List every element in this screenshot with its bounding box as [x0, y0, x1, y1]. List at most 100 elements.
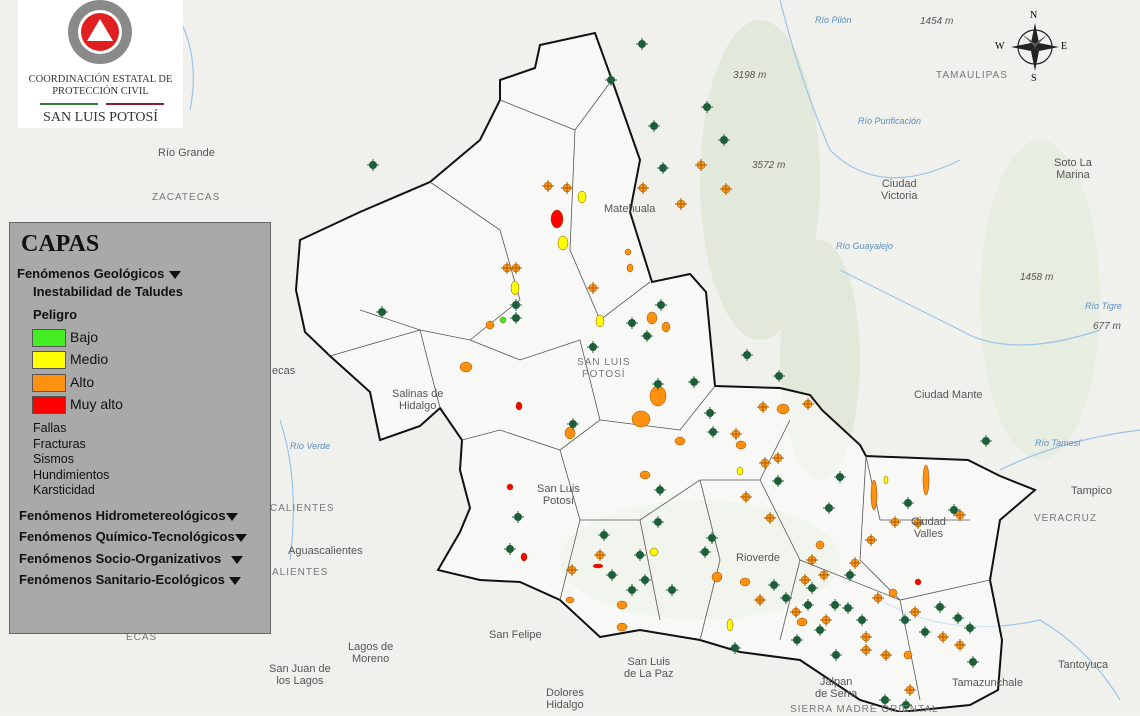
- event-cross-marker[interactable]: [806, 554, 818, 566]
- event-point-marker[interactable]: [980, 435, 992, 447]
- event-cross-marker[interactable]: [802, 398, 814, 410]
- event-cross-marker[interactable]: [865, 534, 877, 546]
- chevron-down-icon[interactable]: [228, 576, 241, 585]
- event-cross-marker[interactable]: [849, 557, 861, 569]
- subgroup-taludes[interactable]: Inestabilidad de Taludes: [33, 284, 184, 299]
- hazard-zone-alto[interactable]: [631, 410, 651, 428]
- event-point-marker[interactable]: [626, 317, 638, 329]
- event-point-marker[interactable]: [652, 378, 664, 390]
- layer-karsticidad[interactable]: Karsticidad: [33, 483, 95, 497]
- event-point-marker[interactable]: [964, 622, 976, 634]
- event-point-marker[interactable]: [830, 649, 842, 661]
- hazard-zone-muy-alto[interactable]: [550, 209, 564, 229]
- event-point-marker[interactable]: [699, 546, 711, 558]
- event-point-marker[interactable]: [626, 584, 638, 596]
- group-socio-organizativos[interactable]: Fenómenos Socio-Organizativos: [19, 551, 244, 566]
- event-point-marker[interactable]: [829, 599, 841, 611]
- event-cross-marker[interactable]: [772, 452, 784, 464]
- event-cross-marker[interactable]: [764, 512, 776, 524]
- hazard-zone-muy-alto[interactable]: [515, 401, 523, 411]
- event-cross-marker[interactable]: [889, 516, 901, 528]
- hazard-zone-medio[interactable]: [883, 475, 889, 485]
- event-point-marker[interactable]: [844, 569, 856, 581]
- group-hidrometereologicos[interactable]: Fenómenos Hidrometereológicos: [19, 508, 238, 523]
- hazard-zone-muy-alto[interactable]: [592, 563, 604, 569]
- event-cross-marker[interactable]: [820, 614, 832, 626]
- hazard-zone-medio[interactable]: [726, 618, 734, 632]
- hazard-zone-alto[interactable]: [616, 600, 628, 610]
- hazard-zone-alto[interactable]: [639, 470, 651, 480]
- event-point-marker[interactable]: [704, 407, 716, 419]
- event-cross-marker[interactable]: [510, 262, 522, 274]
- hazard-zone-medio[interactable]: [595, 314, 605, 328]
- event-point-marker[interactable]: [587, 341, 599, 353]
- event-cross-marker[interactable]: [759, 457, 771, 469]
- event-cross-marker[interactable]: [880, 649, 892, 661]
- event-point-marker[interactable]: [504, 543, 516, 555]
- event-cross-marker[interactable]: [754, 594, 766, 606]
- hazard-zone-medio[interactable]: [736, 466, 744, 476]
- hazard-zone-muy-alto[interactable]: [520, 552, 528, 562]
- event-cross-marker[interactable]: [790, 606, 802, 618]
- event-point-marker[interactable]: [900, 699, 912, 711]
- event-point-marker[interactable]: [768, 579, 780, 591]
- event-point-marker[interactable]: [780, 592, 792, 604]
- event-cross-marker[interactable]: [904, 684, 916, 696]
- event-cross-marker[interactable]: [587, 282, 599, 294]
- event-point-marker[interactable]: [376, 306, 388, 318]
- event-point-marker[interactable]: [636, 38, 648, 50]
- event-cross-marker[interactable]: [542, 180, 554, 192]
- chevron-down-icon[interactable]: [231, 555, 244, 564]
- event-point-marker[interactable]: [934, 601, 946, 613]
- event-cross-marker[interactable]: [909, 606, 921, 618]
- hazard-zone-muy-alto[interactable]: [506, 483, 514, 491]
- event-point-marker[interactable]: [605, 74, 617, 86]
- hazard-zone-alto[interactable]: [674, 436, 686, 446]
- event-point-marker[interactable]: [688, 376, 700, 388]
- event-cross-marker[interactable]: [561, 182, 573, 194]
- hazard-zone-alto[interactable]: [815, 540, 825, 550]
- event-cross-marker[interactable]: [695, 159, 707, 171]
- group-sanitario-ecologicos[interactable]: Fenómenos Sanitario-Ecológicos: [19, 572, 241, 587]
- event-cross-marker[interactable]: [818, 569, 830, 581]
- hazard-zone-alto[interactable]: [565, 596, 575, 604]
- hazard-zone-alto[interactable]: [711, 571, 723, 583]
- event-point-marker[interactable]: [707, 426, 719, 438]
- event-point-marker[interactable]: [567, 418, 579, 430]
- hazard-zone-muy-alto[interactable]: [914, 578, 922, 586]
- hazard-zone-medio[interactable]: [649, 547, 659, 557]
- event-cross-marker[interactable]: [860, 631, 872, 643]
- hazard-zone-medio[interactable]: [577, 190, 587, 204]
- event-point-marker[interactable]: [510, 312, 522, 324]
- event-point-marker[interactable]: [952, 612, 964, 624]
- event-point-marker[interactable]: [802, 599, 814, 611]
- event-point-marker[interactable]: [701, 101, 713, 113]
- event-point-marker[interactable]: [510, 299, 522, 311]
- hazard-zone-alto[interactable]: [624, 248, 632, 256]
- hazard-zone-bajo[interactable]: [499, 316, 507, 324]
- chevron-down-icon[interactable]: [234, 533, 247, 542]
- event-cross-marker[interactable]: [954, 509, 966, 521]
- event-point-marker[interactable]: [666, 584, 678, 596]
- group-geologicos[interactable]: Fenómenos Geológicos: [17, 266, 182, 281]
- event-point-marker[interactable]: [919, 626, 931, 638]
- chevron-down-icon[interactable]: [169, 270, 182, 279]
- hazard-zone-alto[interactable]: [661, 321, 671, 333]
- hazard-zone-alto[interactable]: [616, 622, 628, 632]
- hazard-zone-alto[interactable]: [776, 403, 790, 415]
- hazard-zone-alto[interactable]: [646, 311, 658, 325]
- event-cross-marker[interactable]: [872, 592, 884, 604]
- event-point-marker[interactable]: [657, 162, 669, 174]
- hazard-zone-alto[interactable]: [485, 320, 495, 330]
- event-point-marker[interactable]: [806, 582, 818, 594]
- event-cross-marker[interactable]: [860, 644, 872, 656]
- event-point-marker[interactable]: [834, 471, 846, 483]
- hazard-zone-alto[interactable]: [796, 617, 808, 627]
- event-point-marker[interactable]: [367, 159, 379, 171]
- event-point-marker[interactable]: [718, 134, 730, 146]
- hazard-zone-medio[interactable]: [510, 280, 520, 296]
- hazard-zone-alto[interactable]: [459, 361, 473, 373]
- hazard-zone-alto[interactable]: [870, 479, 878, 511]
- event-point-marker[interactable]: [706, 532, 718, 544]
- event-cross-marker[interactable]: [675, 198, 687, 210]
